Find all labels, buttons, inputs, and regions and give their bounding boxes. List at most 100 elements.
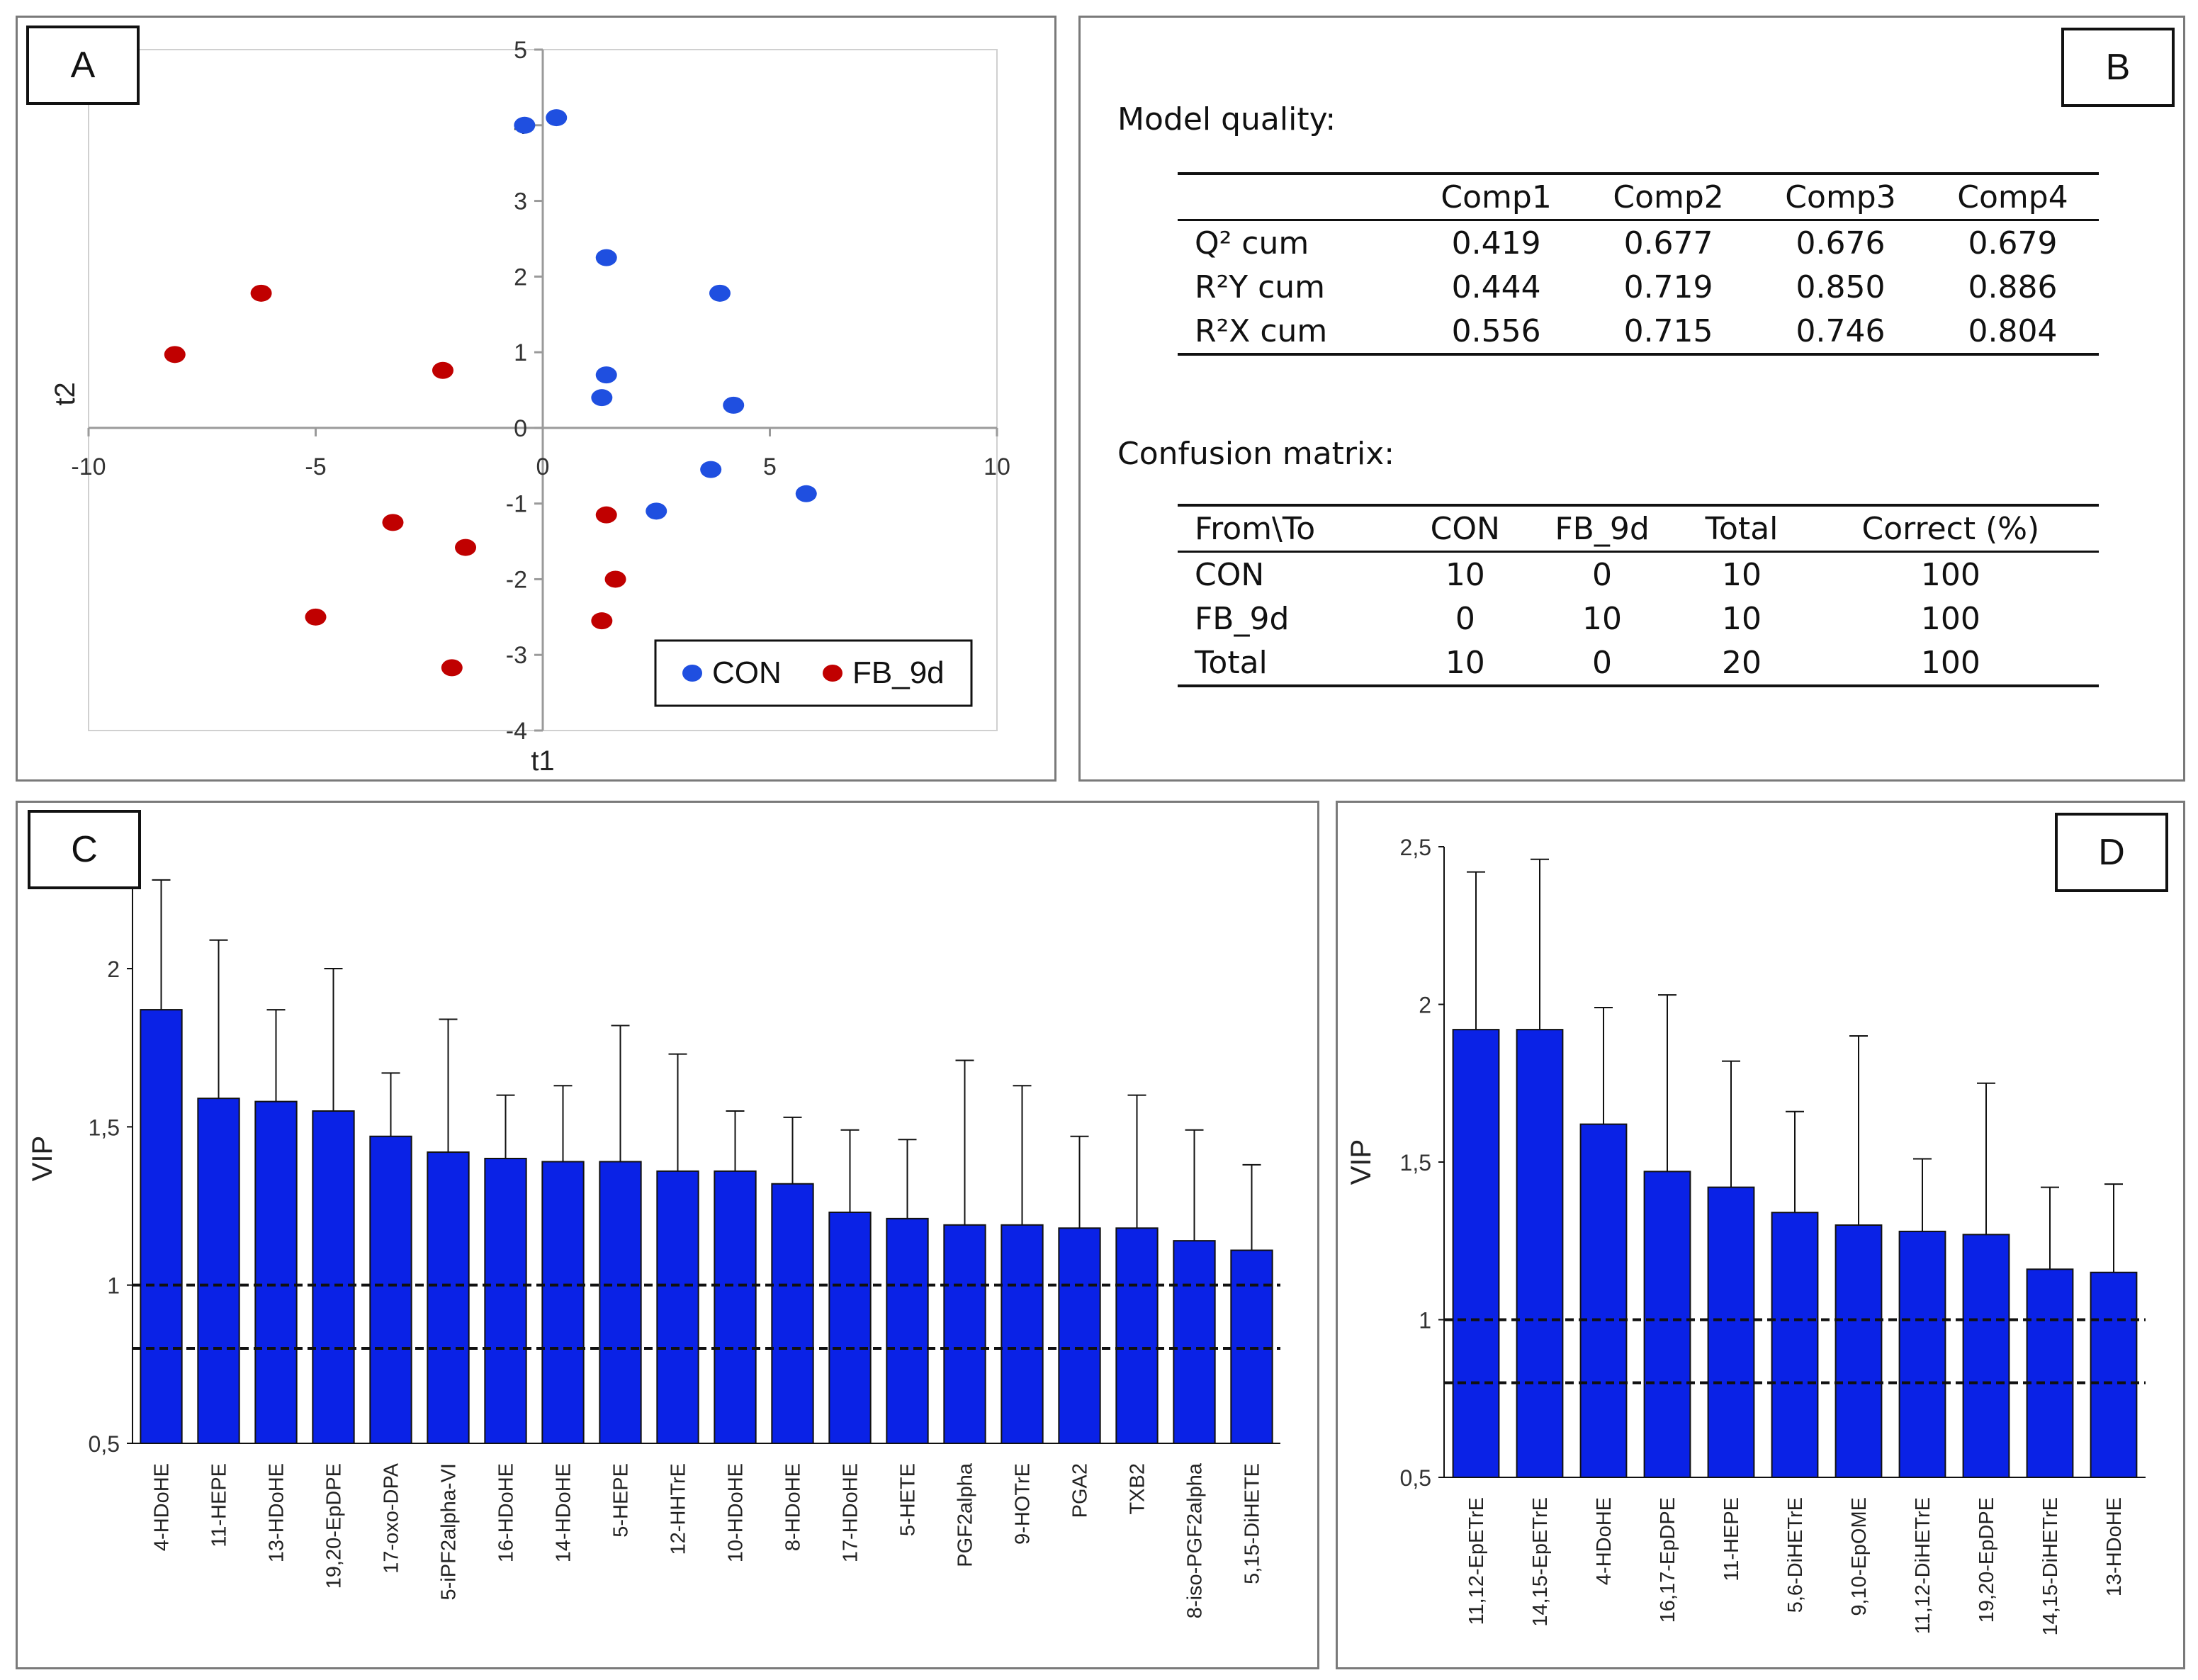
x-tick-label: 14,15-EpETrE bbox=[1529, 1497, 1552, 1627]
legend bbox=[654, 639, 973, 707]
y-tick-label: 1 bbox=[107, 1273, 120, 1299]
bar bbox=[197, 1098, 240, 1444]
table-cell: 10 bbox=[1582, 600, 1623, 637]
panel-d: 0,5 1 1,5 2 2,5 VIP 11,12-EpETrE 14,15-EpETrE 4-… bbox=[1336, 801, 2185, 1669]
bar bbox=[714, 1170, 757, 1444]
table-cell: CON bbox=[1195, 556, 1265, 593]
table-cell: 100 bbox=[1920, 556, 1980, 593]
con-point bbox=[595, 249, 617, 266]
legend-con-marker bbox=[682, 665, 702, 682]
y-tick-label: -2 bbox=[506, 566, 527, 593]
fb-9d-point bbox=[604, 570, 626, 588]
x-tick-label: 8-iso-PGF2alpha bbox=[1184, 1462, 1207, 1618]
fb-9d-point bbox=[455, 539, 477, 556]
table-cell: 0.746 bbox=[1796, 312, 1886, 349]
fb-9d-point bbox=[250, 284, 272, 302]
table-cell: Q² cum bbox=[1195, 225, 1309, 261]
panel-label-c: C bbox=[28, 810, 141, 889]
bar bbox=[1898, 1230, 1946, 1479]
bar bbox=[1001, 1224, 1044, 1444]
column-header: Correct (%) bbox=[1861, 510, 2040, 547]
y-tick-label: 1 bbox=[1419, 1308, 1431, 1334]
table-row: Q² cum 0.419 0.677 0.676 0.679 bbox=[1178, 220, 2099, 266]
con-point bbox=[591, 389, 613, 407]
table-cell: 0.715 bbox=[1623, 312, 1713, 349]
table-cell: 0.679 bbox=[1968, 225, 2058, 261]
con-point bbox=[795, 485, 817, 502]
x-tick-label: 5,15-DiHETE bbox=[1241, 1463, 1264, 1584]
y-tick-label: 2,5 bbox=[1400, 835, 1431, 860]
x-tick-label: 17-HDoHE bbox=[840, 1463, 862, 1562]
x-tick-label: 17-oxo-DPA bbox=[381, 1462, 403, 1573]
confusion-matrix-title: Confusion matrix: bbox=[1117, 436, 1395, 472]
x-tick-label: 9,10-EpOME bbox=[1848, 1497, 1871, 1616]
y-tick-label: 0,5 bbox=[1400, 1465, 1431, 1491]
x-tick-label: -10 bbox=[71, 453, 106, 480]
bar bbox=[1835, 1224, 1883, 1478]
bar bbox=[828, 1211, 872, 1445]
bar bbox=[1643, 1171, 1691, 1478]
fb-9d-point bbox=[432, 361, 453, 379]
bar bbox=[427, 1151, 470, 1444]
x-tick-label: 14,15-DiHETrE bbox=[2039, 1497, 2062, 1636]
table-row: CON 10 0 10 100 bbox=[1178, 552, 2099, 597]
x-tick-label: 19,20-EpDPE bbox=[1976, 1497, 1998, 1623]
column-header: Comp2 bbox=[1613, 179, 1724, 215]
column-header: Comp4 bbox=[1957, 179, 2068, 215]
x-tick-label: 5-HETE bbox=[897, 1463, 920, 1536]
table-cell: 100 bbox=[1920, 644, 1980, 681]
y-tick-label: 0 bbox=[514, 415, 527, 442]
table-cell: 0.719 bbox=[1623, 269, 1713, 305]
y-axis-title: VIP bbox=[27, 1136, 58, 1181]
y-tick-label: 1,5 bbox=[1400, 1150, 1431, 1176]
table-cell: 10 bbox=[1722, 600, 1762, 637]
bar bbox=[1058, 1227, 1101, 1444]
panel-c: 0,5 1 1,5 2 VIP 4-HDoHE 11-HEPE 13-HDoHE 19,20-E… bbox=[16, 801, 1319, 1669]
bar bbox=[771, 1183, 814, 1444]
table-row: Total 10 0 20 100 bbox=[1178, 641, 2099, 686]
y-tick-label: 2 bbox=[107, 957, 120, 982]
table-cell: 10 bbox=[1445, 556, 1485, 593]
panel-b: B Model quality: Comp1 Comp2 Comp3 Comp4 Q²… bbox=[1078, 16, 2185, 782]
y-axis-title: t2 bbox=[50, 382, 81, 405]
legend-con-label: CON bbox=[712, 655, 782, 690]
table-cell: 0 bbox=[1592, 644, 1613, 681]
bar bbox=[656, 1170, 699, 1444]
table-cell: 100 bbox=[1920, 600, 1980, 637]
x-tick-label: 5,6-DiHETrE bbox=[1784, 1497, 1807, 1613]
x-tick-label: 13-HDoHE bbox=[266, 1463, 288, 1562]
table-cell: Total bbox=[1195, 644, 1268, 681]
legend-fb-9d-marker bbox=[823, 665, 842, 682]
legend-fb-9d-label: FB_9d bbox=[852, 655, 945, 690]
x-tick-label: 4-HDoHE bbox=[1593, 1497, 1616, 1585]
y-tick-label: 2 bbox=[514, 264, 527, 291]
table-row: FB_9d 0 10 10 100 bbox=[1178, 597, 2099, 641]
bar bbox=[1516, 1029, 1564, 1479]
con-point bbox=[723, 396, 745, 414]
bar bbox=[1173, 1240, 1216, 1445]
y-tick-label: 1 bbox=[514, 339, 527, 366]
column-header: Comp3 bbox=[1785, 179, 1896, 215]
bar bbox=[254, 1100, 298, 1444]
table-cell: 0.676 bbox=[1796, 225, 1886, 261]
y-tick-label: -3 bbox=[506, 642, 527, 669]
table-cell: 20 bbox=[1722, 644, 1762, 681]
column-header: FB_9d bbox=[1555, 510, 1650, 547]
x-tick-label: 11-HEPE bbox=[208, 1463, 231, 1547]
bar bbox=[1230, 1249, 1273, 1444]
column-header: From\To bbox=[1195, 510, 1316, 547]
bar bbox=[312, 1110, 355, 1444]
table-row: R²X cum 0.556 0.715 0.746 0.804 bbox=[1178, 309, 2099, 354]
table-cell: 0.419 bbox=[1451, 225, 1541, 261]
bar bbox=[541, 1161, 585, 1444]
fb-9d-point bbox=[595, 506, 617, 524]
fb-9d-point bbox=[441, 659, 463, 677]
table-cell: 0 bbox=[1592, 556, 1613, 593]
x-tick-label: 12-HHTrE bbox=[667, 1463, 690, 1555]
bar bbox=[943, 1224, 986, 1444]
table-row: R²Y cum 0.444 0.719 0.850 0.886 bbox=[1178, 265, 2099, 309]
fb-9d-point bbox=[164, 346, 186, 363]
con-point bbox=[595, 366, 617, 384]
x-tick-label: 5 bbox=[763, 453, 777, 480]
